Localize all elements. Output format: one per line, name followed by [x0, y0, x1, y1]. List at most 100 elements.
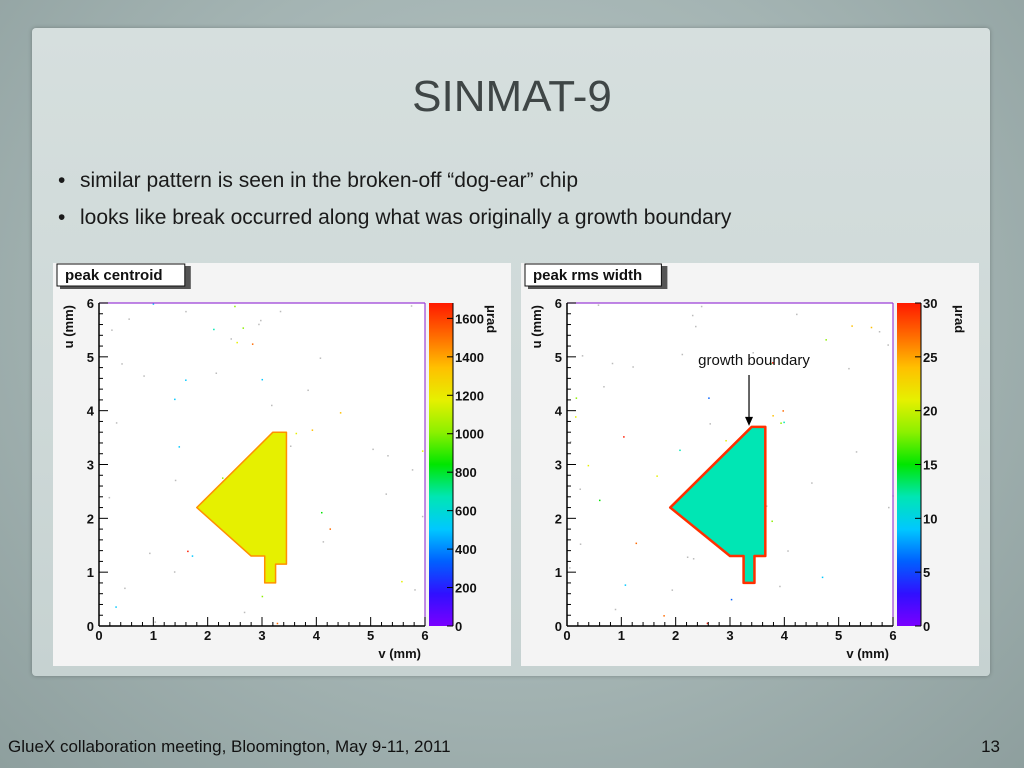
- noise-dot: [783, 421, 785, 424]
- noise-dot: [700, 305, 703, 308]
- noise-dot: [128, 318, 130, 320]
- noise-dot: [888, 506, 890, 509]
- colorbar-unit-label: μrad: [484, 305, 499, 333]
- noise-dot: [236, 341, 238, 344]
- noise-dot: [173, 571, 176, 573]
- noise-dot: [385, 493, 388, 495]
- noise-dot: [234, 305, 236, 308]
- noise-dot: [671, 589, 674, 591]
- noise-dot: [708, 397, 710, 399]
- noise-dot: [174, 398, 176, 401]
- noise-dot: [185, 379, 187, 381]
- measured-region: [668, 425, 767, 585]
- chart-title: peak rms width: [533, 267, 642, 284]
- y-tick-label: 3: [87, 458, 94, 473]
- x-tick-label: 4: [313, 628, 321, 643]
- noise-dot: [887, 344, 889, 346]
- noise-dot: [569, 441, 572, 443]
- bullet-list: similar pattern is seen in the broken-of…: [56, 166, 731, 240]
- y-tick-label: 5: [87, 350, 94, 365]
- noise-dot: [411, 469, 414, 471]
- noise-dot: [421, 515, 424, 518]
- colorbar-tick-label: 25: [923, 350, 937, 365]
- x-axis-label: v (mm): [378, 646, 421, 661]
- x-tick-label: 6: [889, 628, 896, 643]
- noise-dot: [372, 448, 374, 451]
- noise-dot: [579, 488, 581, 490]
- y-axis-label: u (mm): [529, 305, 544, 348]
- noise-dot: [692, 558, 695, 560]
- x-tick-label: 3: [258, 628, 265, 643]
- noise-dot: [261, 595, 264, 598]
- noise-dot: [587, 464, 590, 467]
- noise-dot: [624, 584, 627, 586]
- noise-dot: [597, 304, 600, 306]
- noise-dot: [656, 475, 658, 477]
- noise-dot: [260, 319, 262, 322]
- noise-dot: [772, 415, 774, 417]
- noise-dot: [579, 543, 582, 545]
- noise-dot: [623, 436, 625, 438]
- noise-dot: [251, 343, 254, 345]
- noise-dot: [779, 585, 781, 588]
- colorbar-tick-label: 600: [455, 504, 477, 519]
- noise-dot: [821, 576, 824, 579]
- noise-dot: [598, 499, 601, 502]
- noise-dot: [574, 416, 577, 418]
- noise-dot: [242, 327, 245, 329]
- noise-dot: [706, 622, 709, 625]
- colorbar-tick-label: 1000: [455, 427, 484, 442]
- title-box: [56, 263, 186, 287]
- noise-dot: [213, 328, 215, 331]
- growth-boundary-annotation: growth boundary: [698, 352, 810, 369]
- noise-dot: [575, 397, 578, 399]
- noise-dot: [258, 323, 260, 326]
- noise-dot: [709, 423, 711, 425]
- noise-dot: [295, 432, 298, 435]
- noise-dot: [765, 505, 768, 507]
- chart-title: peak centroid: [65, 267, 163, 284]
- colorbar-tick-label: 400: [455, 542, 477, 557]
- noise-dot: [289, 445, 292, 447]
- colorbar-tick-label: 5: [923, 565, 930, 580]
- noise-dot: [322, 541, 325, 543]
- y-tick-label: 4: [555, 404, 563, 419]
- noise-dot: [115, 422, 118, 424]
- noise-dot: [632, 366, 634, 368]
- colorbar-tick-label: 1600: [455, 311, 484, 326]
- page-number: 13: [981, 737, 1000, 756]
- x-tick-label: 3: [726, 628, 733, 643]
- noise-dot: [691, 314, 694, 317]
- colorbar-tick-label: 200: [455, 581, 477, 596]
- noise-dot: [771, 520, 773, 523]
- noise-dot: [686, 556, 689, 559]
- noise-dot: [185, 310, 187, 313]
- x-tick-label: 2: [204, 628, 211, 643]
- y-tick-label: 6: [555, 296, 562, 311]
- noise-dot: [243, 611, 246, 614]
- noise-dot: [149, 552, 151, 555]
- colorbar-tick-label: 30: [923, 296, 937, 311]
- noise-dot: [276, 622, 279, 625]
- noise-dot: [603, 386, 605, 388]
- noise-dot: [730, 598, 733, 601]
- noise-dot: [681, 353, 684, 356]
- bullet-item: similar pattern is seen in the broken-of…: [56, 166, 731, 203]
- noise-dot: [825, 339, 827, 341]
- noise-dot: [215, 372, 218, 374]
- y-tick-label: 1: [87, 565, 94, 580]
- noise-dot: [569, 567, 571, 569]
- noise-dot: [611, 362, 614, 365]
- colorbar-tick-label: 20: [923, 404, 937, 419]
- noise-dot: [770, 362, 772, 365]
- noise-dot: [870, 326, 873, 329]
- colorbar-tick-label: 1400: [455, 350, 484, 365]
- colorbar-unit-label: μrad: [952, 305, 967, 333]
- noise-dot: [614, 608, 617, 611]
- noise-dot: [143, 375, 145, 377]
- noise-dot: [191, 555, 194, 557]
- y-tick-label: 5: [555, 350, 562, 365]
- noise-dot: [851, 325, 853, 327]
- noise-dot: [725, 439, 727, 442]
